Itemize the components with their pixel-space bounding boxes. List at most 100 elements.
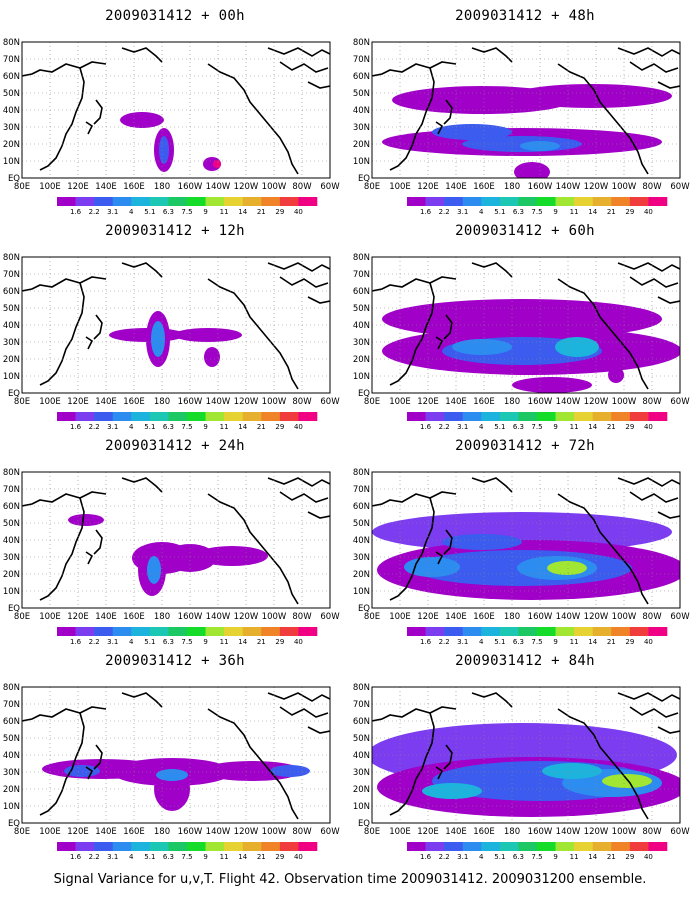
lat-tick-label: 30N [353, 553, 370, 563]
coastline [307, 511, 330, 519]
map-figure: 80E 100E 120E 140E 160E 180 160W 140W 120W 100W 80… [353, 253, 690, 431]
lon-tick-label: 140W [206, 182, 231, 192]
colorbar-swatch [57, 627, 76, 636]
colorbar-swatch [94, 627, 114, 636]
colorbar-swatch [574, 412, 594, 421]
lat-tick-label: 80N [353, 38, 370, 48]
map-figure: 80E 100E 120E 140E 160E 180 160W 140W 120W 100W 80… [353, 468, 690, 646]
colorbar-label: 21 [607, 638, 616, 646]
coastline [207, 708, 299, 820]
lon-tick-label: 120E [417, 612, 439, 622]
colorbar-label: 14 [238, 423, 247, 431]
variance-contour [432, 124, 512, 140]
colorbar-swatch [537, 627, 556, 636]
colorbar-swatch [94, 197, 114, 206]
colorbar-label: 4 [129, 638, 134, 646]
lon-tick-label: 120W [584, 827, 609, 837]
lon-tick-label: 80E [14, 612, 30, 622]
lon-tick-label: 140E [445, 182, 467, 192]
lon-tick-label: 60W [320, 182, 340, 192]
colorbar-label: 5.1 [144, 853, 155, 861]
colorbar-swatch [592, 627, 612, 636]
colorbar-label: 9 [553, 853, 557, 861]
colorbar-swatch [574, 197, 594, 206]
lon-tick-label: 160W [178, 612, 203, 622]
coastline [389, 67, 435, 171]
colorbar-label: 2.2 [89, 208, 100, 216]
lon-tick-label: 100W [612, 612, 637, 622]
graticule [372, 687, 680, 823]
lon-tick-label: 160W [178, 182, 203, 192]
colorbar-label: 1.6 [70, 853, 82, 861]
variance-field [372, 723, 680, 817]
lat-tick-label: 60N [353, 502, 370, 512]
lon-tick-label: 160W [528, 397, 553, 407]
map-frame [371, 41, 681, 179]
colorbar-swatch [499, 627, 519, 636]
lon-tick-label: 120E [417, 827, 439, 837]
colorbar-label: 3.1 [107, 423, 118, 431]
lat-tick-label: 40N [353, 321, 370, 331]
colorbar-label: 7.5 [531, 423, 542, 431]
colorbar-label: 3.1 [107, 638, 118, 646]
colorbar-swatch [149, 412, 169, 421]
variance-contour [382, 299, 662, 339]
colorbar-label: 9 [553, 638, 557, 646]
colorbar-label: 4 [129, 853, 134, 861]
map-frame [21, 256, 331, 394]
lon-tick-label: 80E [14, 182, 30, 192]
colorbar-swatch [261, 412, 281, 421]
colorbar-label: 6.3 [163, 853, 174, 861]
colorbar-swatch [131, 842, 151, 851]
map-panel-p60: 2009031412 + 60h 80E 100E 120E 140E 160E 180 16… [350, 215, 700, 440]
colorbar-label: 1.6 [420, 853, 432, 861]
coastline [85, 766, 94, 780]
map-background [22, 257, 330, 393]
colorbar-swatch [298, 842, 318, 851]
lat-tick-label: 30N [3, 553, 20, 563]
lon-tick-label: 120E [67, 612, 89, 622]
coastline [207, 493, 299, 605]
colorbar-label: 2.2 [89, 638, 100, 646]
lat-tick-label: 50N [353, 519, 370, 529]
colorbar-swatch [131, 197, 151, 206]
colorbar-swatch [112, 412, 132, 421]
colorbar-swatch [75, 197, 95, 206]
colorbar-label: 4 [129, 208, 134, 216]
colorbar-swatch [444, 197, 464, 206]
lon-tick-label: 140E [95, 397, 117, 407]
lon-tick-label: 100E [389, 612, 411, 622]
map-panel-p72: 2009031412 + 72h 80E 100E 120E 140E 160E 180 16… [350, 430, 700, 655]
lat-tick-label: 20N [353, 355, 370, 365]
colorbar-swatch [224, 842, 244, 851]
coastline [307, 296, 330, 304]
coastline [557, 708, 649, 820]
coastline [435, 766, 444, 780]
colorbar-label: 6.3 [513, 853, 524, 861]
colorbar-swatch [168, 842, 188, 851]
coastline [629, 276, 679, 288]
colorbar-label: 11 [570, 853, 579, 861]
colorbar: 1.6 2.2 3.1 4 5.1 6.3 7.5 9 11 14 21 29 40 [57, 197, 318, 216]
coastline [93, 744, 103, 770]
colorbar-label: 40 [294, 208, 303, 216]
colorbar: 1.6 2.2 3.1 4 5.1 6.3 7.5 9 11 14 21 29 40 [57, 627, 318, 646]
lat-tick-label: 40N [353, 751, 370, 761]
colorbar-swatch [555, 627, 575, 636]
lat-tick-label: EQ [358, 389, 370, 399]
lat-tick-label: 10N [3, 587, 20, 597]
colorbar-swatch [648, 197, 668, 206]
colorbar-swatch [75, 842, 95, 851]
coastline [307, 726, 330, 734]
coastline [372, 491, 457, 507]
colorbar-label: 29 [625, 423, 634, 431]
lat-tick-label: 10N [353, 157, 370, 167]
coastline [435, 121, 444, 135]
colorbar-label: 3.1 [457, 208, 468, 216]
colorbar-label: 3.1 [107, 853, 118, 861]
colorbar-label: 2.2 [439, 638, 450, 646]
colorbar-swatch [425, 842, 445, 851]
lat-tick-label: 10N [353, 372, 370, 382]
lon-tick-label: 160W [528, 827, 553, 837]
coastline [279, 276, 329, 288]
